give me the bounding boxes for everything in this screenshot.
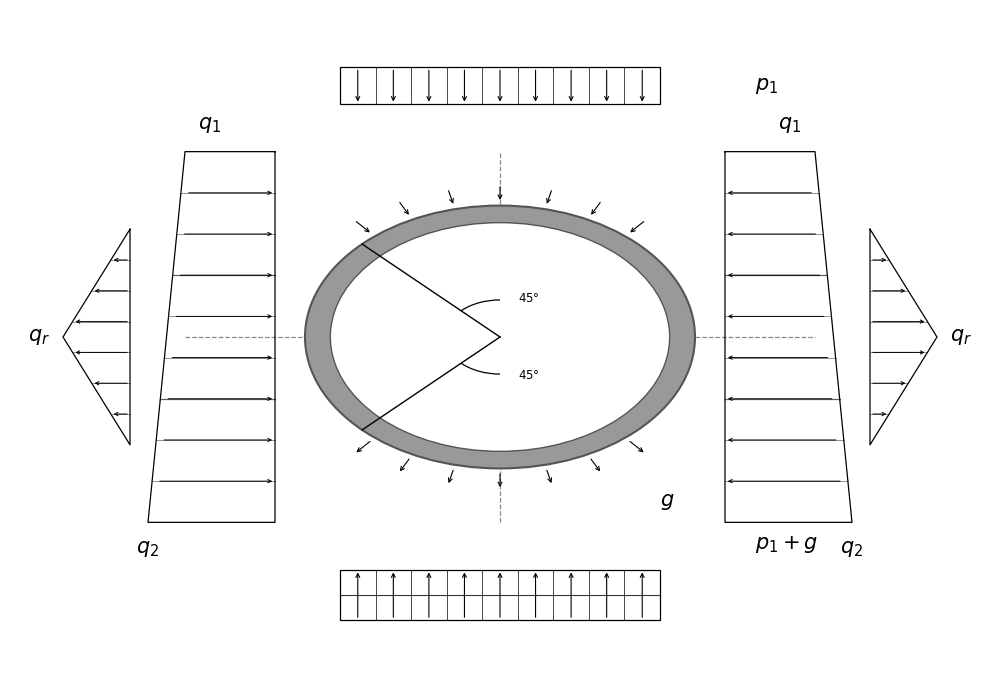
Circle shape	[330, 222, 670, 452]
Text: $q_1$: $q_1$	[778, 115, 802, 135]
Text: $q_r$: $q_r$	[28, 327, 50, 347]
Bar	[340, 67, 660, 104]
Circle shape	[305, 206, 695, 468]
Text: $q_r$: $q_r$	[950, 327, 972, 347]
Text: $p_1+g$: $p_1+g$	[755, 534, 818, 555]
Text: $g$: $g$	[660, 492, 674, 512]
Text: $45°$: $45°$	[518, 369, 540, 382]
Bar	[340, 570, 660, 620]
Text: $q_1$: $q_1$	[198, 115, 222, 135]
Text: $45°$: $45°$	[518, 292, 540, 305]
Text: $q_2$: $q_2$	[840, 539, 864, 559]
Text: $q_2$: $q_2$	[136, 539, 160, 559]
Text: $p_1$: $p_1$	[755, 76, 778, 96]
